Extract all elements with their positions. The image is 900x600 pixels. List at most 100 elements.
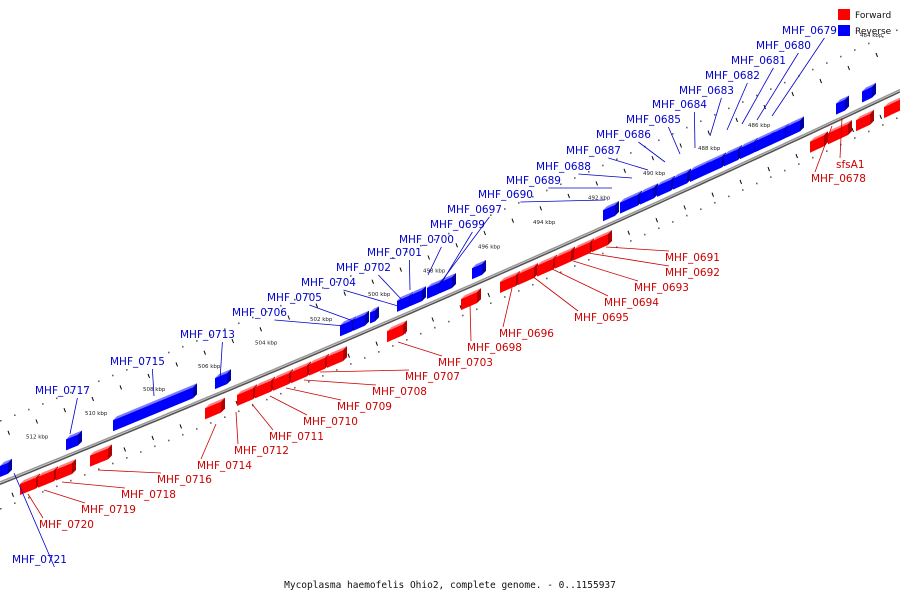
guide-dot [644, 233, 646, 236]
gene-front-face [90, 448, 108, 467]
forward-gene-label: MHF_0718 [121, 489, 176, 501]
scale-label: 490 kbp [643, 171, 666, 177]
gene-top-face [836, 95, 849, 104]
tick-mark [287, 315, 290, 320]
reverse-gene-label: MHF_0680 [756, 40, 811, 52]
reverse-leader-line [668, 126, 681, 155]
gene-top-face [603, 200, 619, 211]
scale-label: 494 kbp [533, 220, 556, 226]
reverse-leader-line [219, 341, 223, 381]
gene-top-face [0, 458, 12, 466]
gene-top-face [828, 120, 852, 134]
legend-forward-label: Forward [855, 11, 891, 21]
gene-side-face [608, 230, 612, 246]
gene-top-face [574, 238, 594, 250]
guide-dot [28, 496, 30, 499]
gene-side-face [848, 120, 852, 136]
reverse-gene-label: MHF_0687 [566, 145, 621, 157]
gene-front-face [397, 295, 409, 312]
tick-mark [539, 206, 542, 211]
gene-side-face [221, 397, 225, 413]
gene-top-face [38, 466, 58, 477]
guide-dot [854, 137, 856, 139]
forward-gene-label: MHF_0693 [634, 282, 689, 294]
tick-mark [123, 447, 126, 452]
tick-mark [151, 435, 154, 441]
forward-gene [273, 369, 293, 391]
tick-mark [371, 279, 374, 284]
reverse-leader-line [694, 111, 696, 149]
gene-top-face [113, 383, 197, 421]
reverse-gene [472, 259, 486, 280]
gene-top-face [620, 190, 642, 203]
guide-dot [350, 275, 352, 277]
guide-dot [588, 259, 590, 261]
gene-side-face [615, 200, 619, 216]
reverse-leader-line [441, 231, 473, 283]
gene-top-face [537, 254, 557, 266]
gene-front-face [20, 477, 36, 495]
reverse-gene [353, 310, 369, 331]
reverse-gene-label: MHF_0713 [180, 329, 235, 341]
forward-gene-label: MHF_0712 [234, 445, 289, 457]
forward-leader-line [469, 303, 472, 342]
forward-gene [461, 288, 481, 311]
gene-front-face [740, 141, 754, 160]
forward-gene-label: MHF_0714 [197, 460, 252, 472]
gene-front-face [657, 179, 671, 197]
tick-mark [627, 230, 630, 235]
gene-side-face [872, 82, 876, 98]
reverse-gene [370, 306, 379, 324]
reverse-leader-line [608, 157, 649, 171]
gene-top-face [740, 137, 758, 149]
forward-gene [537, 254, 557, 277]
guide-dot [476, 308, 478, 311]
tick-mark [767, 166, 770, 172]
gene-side-face [422, 286, 426, 302]
tick-mark [847, 65, 850, 71]
gene-front-face [113, 387, 193, 432]
guide-dot [518, 290, 520, 292]
tick-mark [175, 362, 178, 367]
gene-front-face [255, 380, 271, 399]
gene-front-face [537, 258, 553, 277]
guide-dot [28, 408, 30, 411]
gene-side-face [72, 458, 76, 474]
guide-dot [532, 283, 534, 286]
guide-dot [854, 49, 856, 51]
reverse-gene-label: MHF_0702 [336, 262, 391, 274]
guide-dot [476, 220, 478, 223]
guide-dot [14, 414, 16, 416]
guide-dot [252, 316, 254, 319]
guide-dot [266, 310, 268, 313]
guide-dot [280, 304, 282, 307]
guide-dot [378, 263, 380, 265]
guide-dot [756, 94, 758, 97]
gene-top-face [657, 175, 675, 186]
gene-top-face [387, 320, 407, 332]
tick-mark [259, 327, 262, 332]
gene-top-face [755, 129, 775, 142]
gene-top-face [410, 286, 426, 296]
gene-top-face [440, 273, 456, 283]
gene-top-face [592, 230, 612, 242]
forward-gene [387, 320, 407, 343]
guide-dot [560, 183, 562, 186]
tick-mark [179, 424, 182, 429]
guide-dot [630, 152, 632, 154]
guide-dot [784, 81, 786, 84]
reverse-gene-label: MHF_0686 [596, 129, 651, 141]
gene-side-face [800, 116, 804, 132]
guide-dot [462, 226, 464, 229]
forward-gene-label: MHF_0707 [405, 371, 460, 383]
gene-side-face [108, 444, 112, 460]
gene-top-face [255, 376, 275, 388]
forward-gene [500, 270, 520, 293]
tick-mark [119, 385, 122, 390]
gene-front-face [706, 156, 722, 175]
gene-top-face [724, 145, 742, 156]
reverse-leader-line [309, 304, 357, 323]
guide-dot [602, 164, 604, 167]
reverse-gene [215, 369, 231, 390]
